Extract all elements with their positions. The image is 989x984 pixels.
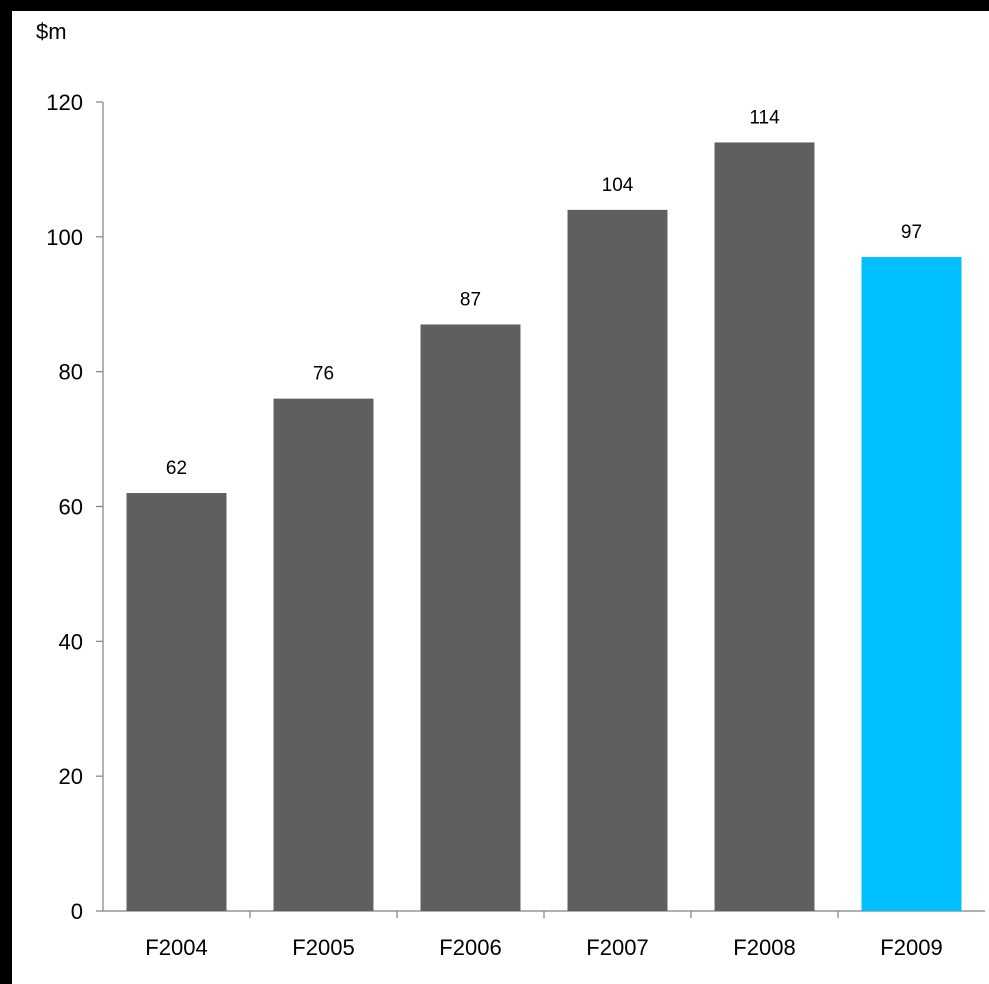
bar-f2006 [420,324,521,912]
y-tick-label: 80 [59,360,83,385]
chart-panel: $m 0 20 40 60 80 100 120 F2004 F2005 F2006 F2007 F… [12,11,989,984]
data-label: 114 [749,107,780,128]
x-tick-label: F2005 [292,935,354,960]
x-tick-label: F2007 [586,935,648,960]
data-label: 76 [313,364,334,385]
y-tick-label: 20 [59,764,83,789]
data-label: 97 [901,222,922,243]
data-label: 62 [166,458,187,479]
bar-f2009 [861,257,962,911]
y-tick-label: 60 [59,495,83,520]
bars [126,142,962,912]
y-tick-label: 120 [46,90,83,115]
x-tick-label: F2008 [733,935,795,960]
bar-f2004 [126,493,227,911]
y-tick-label: 40 [59,629,83,654]
x-axis: F2004 F2005 F2006 F2007 F2008 F2009 [103,910,985,960]
x-tick-label: F2009 [880,935,942,960]
x-tick-label: F2006 [439,935,501,960]
data-labels: 62 76 87 104 114 97 [166,107,922,479]
x-tick-label: F2004 [145,935,207,960]
bar-f2005 [273,398,374,912]
y-unit-label: $m [36,19,67,44]
data-label: 87 [460,289,481,310]
y-tick-label: 100 [46,225,83,250]
y-axis: 0 20 40 60 80 100 120 [46,90,104,924]
bar-f2008 [714,142,815,911]
y-tick-label: 0 [71,899,83,924]
bar-f2007 [567,209,668,911]
data-label: 104 [602,175,634,196]
